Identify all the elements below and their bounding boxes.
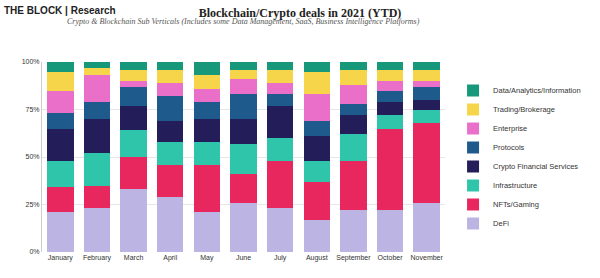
svg-text:March: March (124, 254, 144, 261)
svg-text:January: January (48, 254, 73, 262)
svg-text:Crypto & Blockchain Sub Vertic: Crypto & Blockchain Sub Verticals (Inclu… (67, 17, 420, 26)
svg-text:50%: 50% (26, 153, 40, 160)
svg-text:75%: 75% (26, 106, 40, 113)
svg-text:July: July (274, 254, 287, 262)
svg-text:Data/Analytics/Information: Data/Analytics/Information (493, 86, 581, 95)
svg-text:Infrastructure: Infrastructure (493, 181, 537, 190)
svg-text:May: May (200, 254, 214, 262)
svg-text:February: February (83, 254, 112, 262)
svg-text:100%: 100% (22, 58, 40, 65)
svg-text:Crypto Financial Services: Crypto Financial Services (493, 162, 578, 171)
svg-text:THE BLOCK | Research: THE BLOCK | Research (4, 5, 116, 16)
svg-text:November: November (411, 254, 444, 261)
svg-text:0%: 0% (29, 248, 39, 255)
svg-text:Trading/Brokerage: Trading/Brokerage (493, 105, 555, 114)
svg-text:25%: 25% (26, 201, 40, 208)
svg-text:Enterprise: Enterprise (493, 124, 527, 133)
svg-text:June: June (236, 254, 251, 261)
svg-text:April: April (163, 254, 177, 262)
svg-text:September: September (336, 254, 371, 262)
svg-text:October: October (378, 254, 404, 261)
svg-text:Protocols: Protocols (493, 143, 525, 152)
svg-text:NFTs/Gaming: NFTs/Gaming (493, 200, 539, 209)
svg-text:August: August (306, 254, 328, 262)
svg-text:Blockchain/Crypto deals in 202: Blockchain/Crypto deals in 2021 (YTD) (199, 6, 402, 20)
svg-text:DeFi: DeFi (493, 219, 509, 228)
